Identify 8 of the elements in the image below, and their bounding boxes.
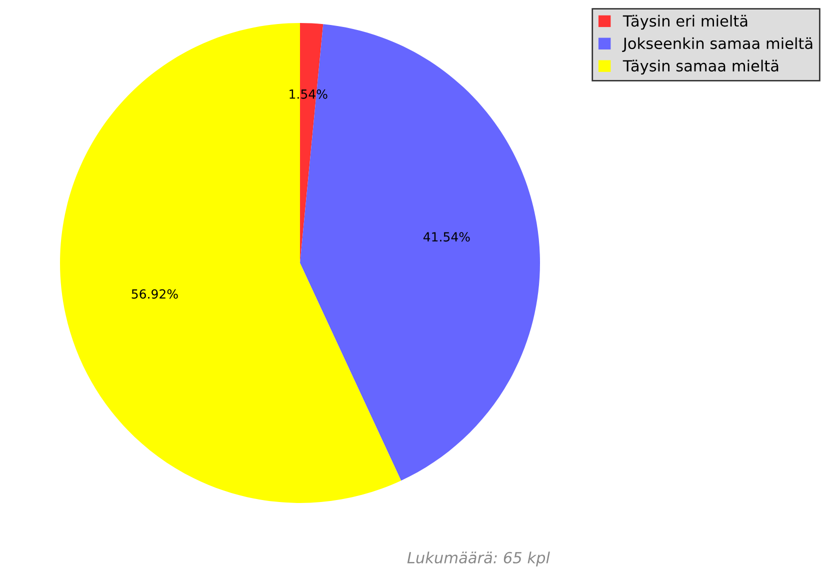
- data-label: 1.54%: [290, 89, 328, 99]
- data-label: 41.54%: [423, 232, 470, 242]
- text: Lukumäärä: 65 kpl: [407, 552, 550, 566]
- legend-label: Täysin samaa mieltä: [622, 60, 778, 75]
- pie-slice: [60, 23, 402, 503]
- legend-label: Täysin eri mieltä: [622, 14, 748, 30]
- data-label: 56.92%: [132, 289, 178, 299]
- legend-label: Jokseenkin samaa mieltä: [622, 37, 812, 52]
